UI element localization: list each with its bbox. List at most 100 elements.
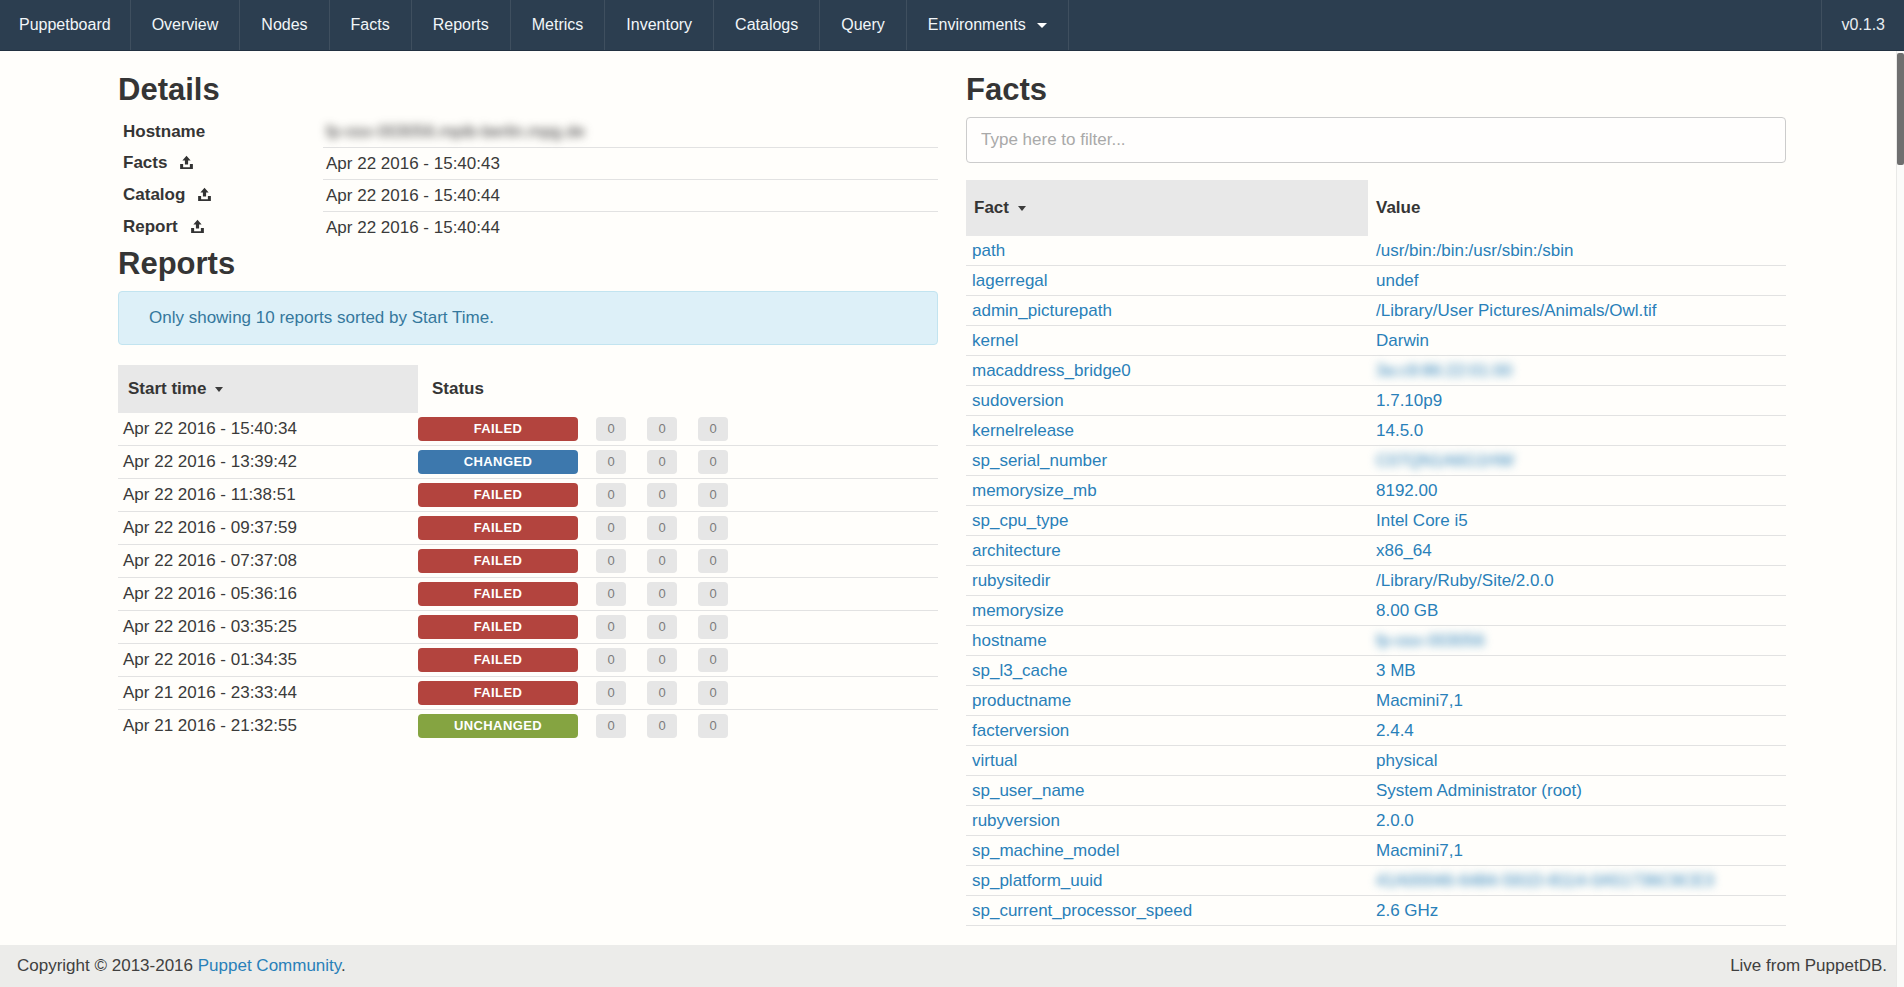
detail-row: Report Apr 22 2016 - 15:40:44	[118, 212, 938, 244]
nav-item-inventory[interactable]: Inventory	[605, 0, 714, 50]
navbar-left: Puppetboard OverviewNodesFactsReportsMet…	[0, 0, 1069, 50]
fact-value-link[interactable]: 3 MB	[1376, 661, 1416, 680]
fact-name-link[interactable]: sp_l3_cache	[972, 661, 1067, 680]
brand-puppetboard[interactable]: Puppetboard	[0, 0, 131, 50]
fact-name-link[interactable]: rubysitedir	[972, 571, 1050, 590]
fact-name-link[interactable]: facterversion	[972, 721, 1069, 740]
fact-row: sp_serial_number C07QN1A6G1HW	[966, 446, 1786, 476]
fact-value-link[interactable]: 8.00 GB	[1376, 601, 1438, 620]
report-row: Apr 22 2016 - 07:37:08 FAILED 0 0 0	[118, 544, 938, 577]
column-header-start-time[interactable]: Start time	[118, 365, 418, 413]
fact-name-link[interactable]: sp_cpu_type	[972, 511, 1068, 530]
fact-value-link[interactable]: 14.5.0	[1376, 421, 1423, 440]
fact-value-link[interactable]: /usr/bin:/bin:/usr/sbin:/sbin	[1376, 241, 1573, 260]
upload-icon[interactable]	[179, 155, 194, 175]
puppet-community-link[interactable]: Puppet Community	[198, 956, 341, 975]
fact-value-link[interactable]: x86_64	[1376, 541, 1432, 560]
fact-value-link[interactable]: 8192.00	[1376, 481, 1437, 500]
fact-name-link[interactable]: kernel	[972, 331, 1018, 350]
nav-item-metrics[interactable]: Metrics	[511, 0, 606, 50]
fact-name-link[interactable]: sp_serial_number	[972, 451, 1107, 470]
report-status-badge: FAILED	[418, 483, 578, 507]
column-header-status[interactable]: Status	[418, 365, 938, 413]
report-start-time: Apr 22 2016 - 01:34:35	[118, 643, 418, 676]
fact-name-link[interactable]: sudoversion	[972, 391, 1064, 410]
fact-name-link[interactable]: kernelrelease	[972, 421, 1074, 440]
detail-label: Report	[123, 217, 178, 236]
fact-value-link[interactable]: Macmini7,1	[1376, 691, 1463, 710]
nav-item-query[interactable]: Query	[820, 0, 907, 50]
fact-value-link[interactable]: /Library/Ruby/Site/2.0.0	[1376, 571, 1554, 590]
fact-value-link[interactable]: 3a:c9:86:22:01:00	[1376, 361, 1512, 380]
column-header-value[interactable]: Value	[1368, 180, 1786, 236]
fact-name-link[interactable]: virtual	[972, 751, 1017, 770]
environments-label: Environments	[928, 16, 1026, 34]
fact-value-link[interactable]: C07QN1A6G1HW	[1376, 451, 1514, 470]
report-status-badge: FAILED	[418, 681, 578, 705]
navbar: Puppetboard OverviewNodesFactsReportsMet…	[0, 0, 1904, 51]
fact-name-link[interactable]: admin_picturepath	[972, 301, 1112, 320]
fact-name-link[interactable]: memorysize_mb	[972, 481, 1097, 500]
detail-value: Apr 22 2016 - 15:40:44	[326, 218, 500, 237]
fact-value-link[interactable]: Intel Core i5	[1376, 511, 1468, 530]
fact-name-link[interactable]: sp_user_name	[972, 781, 1084, 800]
fact-value-link[interactable]: /Library/User Pictures/Animals/Owl.tif	[1376, 301, 1657, 320]
nav-item-overview[interactable]: Overview	[131, 0, 241, 50]
fact-row: hostname fp-osx-003056	[966, 626, 1786, 656]
report-count-badge: 0	[647, 648, 677, 672]
fact-value-link[interactable]: 2.6 GHz	[1376, 901, 1438, 920]
fact-value-link[interactable]: 2.4.4	[1376, 721, 1414, 740]
report-count-badge: 0	[596, 516, 626, 540]
fact-value-link[interactable]: fp-osx-003056	[1376, 631, 1485, 650]
fact-value-link[interactable]: physical	[1376, 751, 1437, 770]
report-count-badge: 0	[596, 483, 626, 507]
fact-value-link[interactable]: 41A00046-6484-591D-8114-0A51736C9CE3	[1376, 871, 1714, 890]
fact-name-link[interactable]: macaddress_bridge0	[972, 361, 1131, 380]
report-count-badge: 0	[596, 681, 626, 705]
fact-name-link[interactable]: path	[972, 241, 1005, 260]
nav-item-environments[interactable]: Environments	[907, 0, 1069, 50]
fact-value-link[interactable]: System Administrator (root)	[1376, 781, 1582, 800]
nav-item-catalogs[interactable]: Catalogs	[714, 0, 820, 50]
report-start-time: Apr 21 2016 - 23:33:44	[118, 676, 418, 709]
fact-row: sp_platform_uuid 41A00046-6484-591D-8114…	[966, 866, 1786, 896]
detail-label: Catalog	[123, 185, 185, 204]
report-count-badge: 0	[647, 549, 677, 573]
fact-value-link[interactable]: 2.0.0	[1376, 811, 1414, 830]
facts-filter-input[interactable]	[966, 117, 1786, 163]
upload-icon[interactable]	[190, 219, 205, 239]
report-count-badge: 0	[596, 582, 626, 606]
detail-label: Hostname	[123, 122, 205, 141]
fact-value-link[interactable]: Macmini7,1	[1376, 841, 1463, 860]
nav-item-facts[interactable]: Facts	[330, 0, 412, 50]
column-header-fact[interactable]: Fact	[966, 180, 1368, 236]
report-count-badge: 0	[596, 417, 626, 441]
fact-name-link[interactable]: rubyversion	[972, 811, 1060, 830]
nav-item-reports[interactable]: Reports	[412, 0, 511, 50]
report-count-badge: 0	[698, 714, 728, 738]
fact-name-link[interactable]: architecture	[972, 541, 1061, 560]
fact-value-link[interactable]: undef	[1376, 271, 1419, 290]
report-status-badge: FAILED	[418, 549, 578, 573]
fact-row: sp_cpu_type Intel Core i5	[966, 506, 1786, 536]
upload-icon[interactable]	[197, 187, 212, 207]
report-count-badge: 0	[647, 450, 677, 474]
nav-item-nodes[interactable]: Nodes	[240, 0, 329, 50]
fact-row: sp_current_processor_speed 2.6 GHz	[966, 896, 1786, 926]
fact-name-link[interactable]: lagerregal	[972, 271, 1048, 290]
scrollbar-thumb[interactable]	[1897, 53, 1904, 165]
fact-row: sudoversion 1.7.10p9	[966, 386, 1786, 416]
report-row: Apr 21 2016 - 23:33:44 FAILED 0 0 0	[118, 676, 938, 709]
fact-name-link[interactable]: sp_machine_model	[972, 841, 1119, 860]
fact-name-link[interactable]: sp_platform_uuid	[972, 871, 1102, 890]
fact-value-link[interactable]: 1.7.10p9	[1376, 391, 1442, 410]
reports-title: Reports	[118, 246, 938, 282]
fact-name-link[interactable]: productname	[972, 691, 1071, 710]
report-count-badge: 0	[596, 648, 626, 672]
fact-name-link[interactable]: sp_current_processor_speed	[972, 901, 1192, 920]
scrollbar-track[interactable]	[1896, 51, 1904, 987]
fact-name-link[interactable]: hostname	[972, 631, 1047, 650]
fact-name-link[interactable]: memorysize	[972, 601, 1064, 620]
fact-value-link[interactable]: Darwin	[1376, 331, 1429, 350]
reports-header-row: Start time Status	[118, 365, 938, 413]
